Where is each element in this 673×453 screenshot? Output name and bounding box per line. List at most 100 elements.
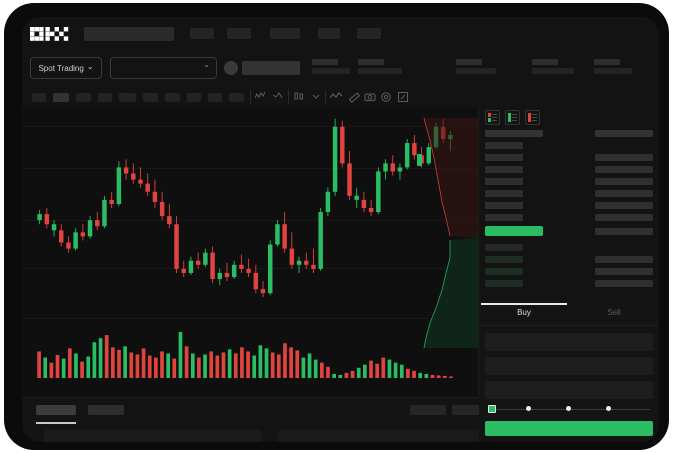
orderbook-mode-both[interactable] — [485, 110, 500, 125]
chart-gridline — [22, 268, 478, 269]
order-percent-slider[interactable] — [488, 404, 650, 414]
slider-handle[interactable] — [488, 405, 496, 413]
stat-label — [594, 59, 620, 65]
price-chart-panel[interactable] — [22, 108, 479, 397]
timeframe-1d[interactable] — [165, 93, 180, 102]
orderbook-ask-total — [595, 166, 653, 173]
orderbook-ask-row[interactable] — [485, 190, 523, 197]
stat-value — [358, 68, 402, 74]
active-tab-indicator — [36, 422, 76, 424]
line-chart-icon[interactable] — [330, 91, 343, 101]
orderbook-ask-row[interactable] — [485, 154, 523, 161]
timeframe-1h[interactable] — [119, 93, 136, 102]
timeframe-more[interactable] — [229, 93, 244, 102]
chart-gridline — [22, 126, 478, 127]
slider-stop-75[interactable] — [606, 406, 611, 411]
top-navigation-bar — [22, 17, 659, 50]
current-price-marker — [417, 154, 422, 166]
orderbook-ask-total — [595, 178, 653, 185]
bottom-cell-left — [44, 430, 262, 442]
device-bezel: Spot Trading ⌄ ⌄ — [4, 3, 669, 450]
okx-logo[interactable] — [30, 27, 72, 41]
chart-gridline — [22, 168, 478, 169]
settings-gear-icon[interactable] — [380, 91, 392, 103]
stat-value — [532, 68, 574, 74]
bottom-action-cancel-all[interactable] — [452, 405, 486, 415]
trading-pair-select[interactable]: ⌄ — [110, 57, 217, 79]
chevron-down-icon: ⌄ — [203, 60, 210, 69]
toolbar-divider — [288, 90, 289, 104]
slider-stop-25[interactable] — [526, 406, 531, 411]
toolbar-divider — [250, 90, 251, 104]
nav-item-5[interactable] — [357, 28, 381, 39]
tab-sell[interactable]: Sell — [607, 308, 621, 317]
order-total-input[interactable] — [485, 381, 653, 399]
order-book-mode-group — [485, 110, 540, 125]
trading-mode-label: Spot Trading — [38, 63, 84, 73]
orderbook-ask-row[interactable] — [485, 166, 523, 173]
orderbook-mode-asks-only[interactable] — [525, 110, 540, 125]
nav-item-3[interactable] — [270, 28, 300, 39]
orderbook-bid-row[interactable] — [485, 280, 523, 287]
order-amount-input[interactable] — [485, 357, 653, 375]
stat-label — [532, 59, 558, 65]
chart-toolbar — [22, 86, 659, 109]
market-depth-overlay — [423, 118, 478, 348]
orderbook-ask-row[interactable] — [485, 202, 523, 209]
timeframe-1m[interactable] — [32, 93, 46, 102]
coin-icon — [224, 61, 238, 75]
chevron-down-icon[interactable] — [311, 91, 321, 101]
orderbook-ask-row[interactable] — [485, 142, 523, 149]
place-buy-order-button[interactable] — [485, 421, 653, 436]
stat-label — [456, 59, 482, 65]
orderbook-ask-total — [595, 154, 653, 161]
candlestick-series — [37, 118, 453, 298]
pair-name-label — [242, 61, 300, 75]
chart-gridline — [22, 318, 478, 319]
timeframe-15m[interactable] — [76, 93, 91, 102]
bottom-action-hide-other-pairs[interactable] — [410, 405, 446, 415]
timeframe-1mo[interactable] — [208, 93, 222, 102]
compare-icon[interactable] — [273, 91, 285, 101]
timeframe-4h[interactable] — [143, 93, 158, 102]
timeframe-1w[interactable] — [187, 93, 201, 102]
nav-item-4[interactable] — [318, 28, 340, 39]
orderbook-bid-row[interactable] — [485, 256, 523, 263]
orderbook-bid-row[interactable] — [485, 268, 523, 275]
nav-item-2[interactable] — [227, 28, 251, 39]
slider-stop-50[interactable] — [566, 406, 571, 411]
ruler-icon[interactable] — [348, 91, 360, 103]
orderbook-col-header-price — [485, 130, 543, 137]
orderbook-bid-total — [595, 256, 653, 263]
global-search-input[interactable] — [84, 27, 174, 41]
bottom-cell-right — [278, 430, 493, 442]
orderbook-bid-total — [595, 268, 653, 275]
timeframe-5m[interactable] — [53, 93, 69, 102]
orderbook-best-price[interactable] — [485, 226, 543, 236]
order-entry-form: Buy Sell — [479, 303, 659, 442]
bottom-tab-open-orders[interactable] — [36, 405, 76, 415]
orderbook-bid-row[interactable] — [485, 244, 523, 251]
indicators-icon[interactable] — [255, 91, 267, 101]
nav-item-1[interactable] — [190, 28, 214, 39]
orderbook-col-header-amount — [595, 130, 653, 137]
candle-type-icon[interactable] — [293, 91, 305, 101]
market-subheader: Spot Trading ⌄ ⌄ — [22, 50, 659, 87]
orderbook-ask-row[interactable] — [485, 214, 523, 221]
fullscreen-icon[interactable] — [397, 91, 409, 103]
tab-buy[interactable]: Buy — [517, 308, 531, 317]
trading-mode-button[interactable]: Spot Trading ⌄ — [30, 57, 102, 79]
stat-value — [456, 68, 496, 74]
chevron-down-icon: ⌄ — [86, 61, 94, 71]
bottom-tab-order-history[interactable] — [88, 405, 124, 415]
stat-last-price — [312, 59, 350, 74]
order-book-panel — [479, 108, 659, 303]
stat-24h-high — [456, 59, 496, 74]
order-price-input[interactable] — [485, 333, 653, 351]
toolbar-divider — [325, 90, 326, 104]
orderbook-mode-bids-only[interactable] — [505, 110, 520, 125]
timeframe-30m[interactable] — [98, 93, 112, 102]
orderbook-ask-row[interactable] — [485, 178, 523, 185]
stat-24h-low — [532, 59, 574, 74]
camera-icon[interactable] — [364, 91, 376, 102]
